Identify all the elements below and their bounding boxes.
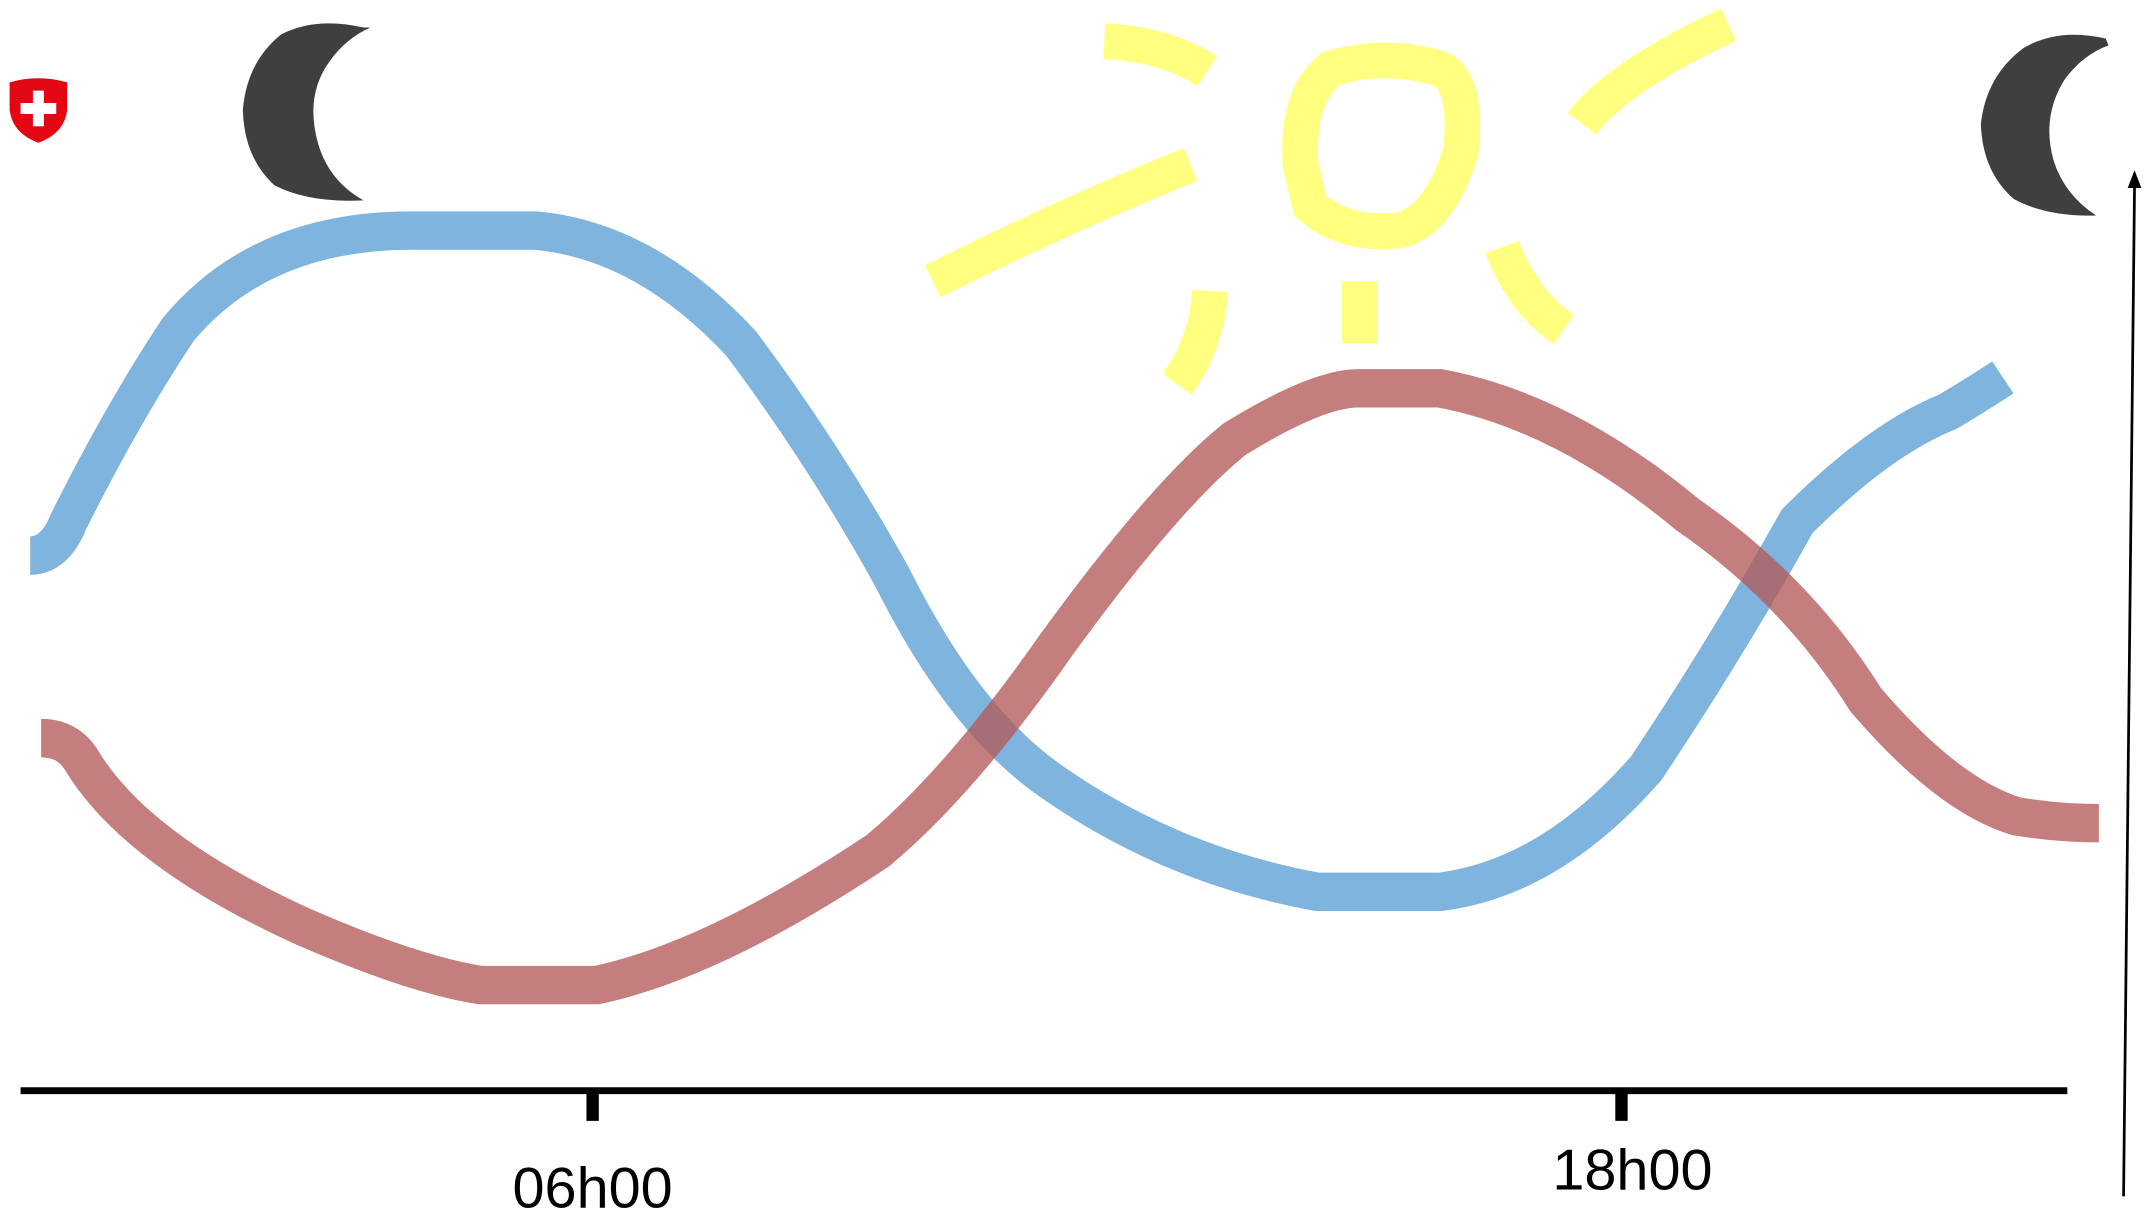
tick-label: 18h00 bbox=[1552, 1138, 1712, 1202]
blue-curve bbox=[28, 211, 2014, 911]
sun bbox=[924, 8, 1736, 395]
vertical-arrow bbox=[2122, 170, 2142, 1197]
moon-left bbox=[242, 23, 371, 201]
moon-right bbox=[1980, 34, 2109, 216]
tick-label: 06h00 bbox=[513, 1156, 673, 1217]
time-axis bbox=[20, 1087, 2068, 1121]
red-curve bbox=[40, 369, 2099, 1005]
swiss-shield bbox=[9, 78, 68, 143]
